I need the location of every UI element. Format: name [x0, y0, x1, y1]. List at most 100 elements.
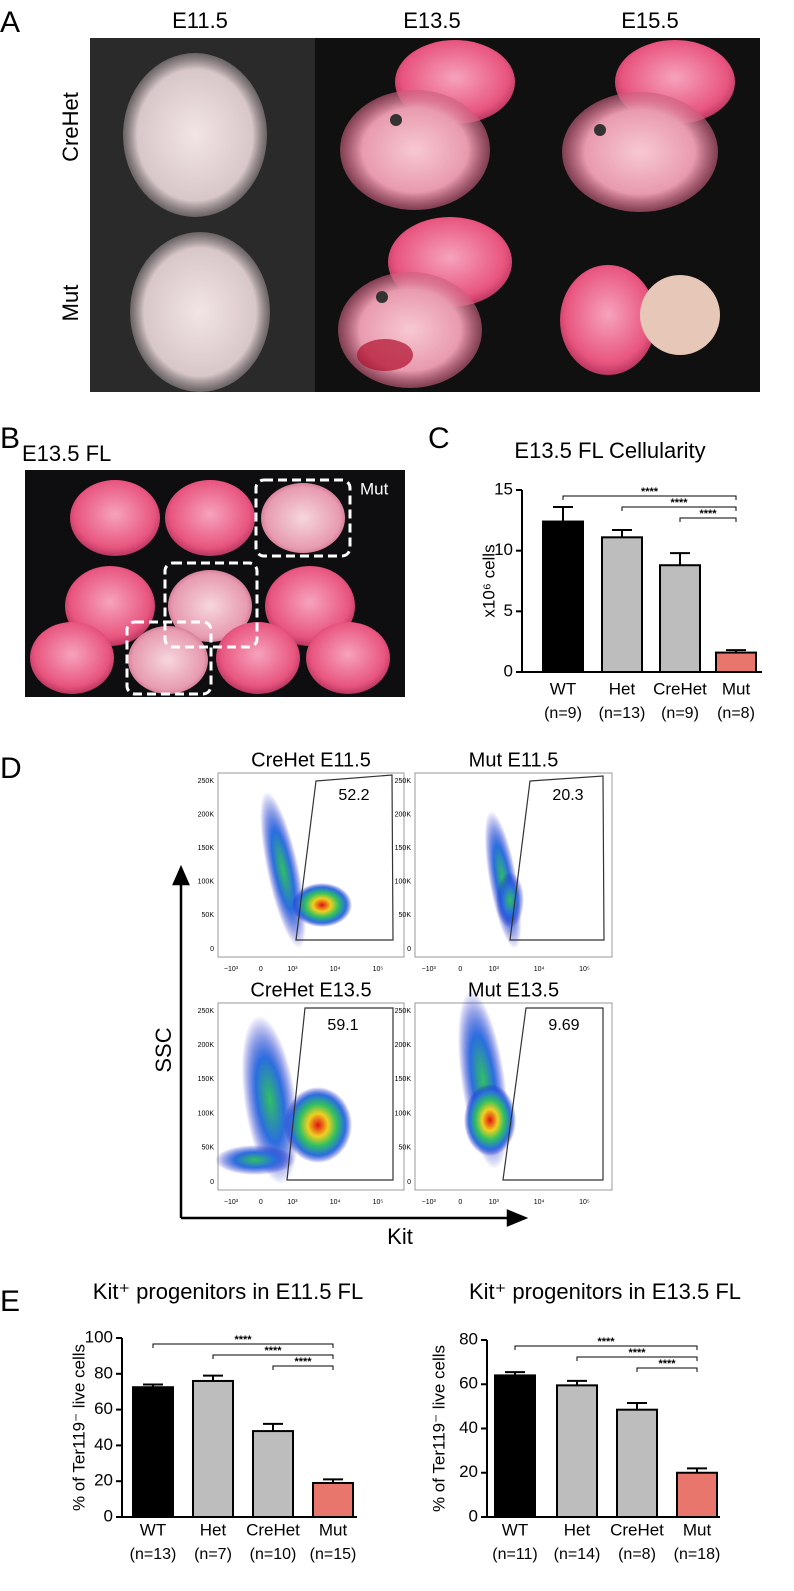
gate-value: 20.3: [552, 787, 583, 804]
y-tick-label: 80: [94, 1363, 113, 1382]
y-tick-label: 5: [504, 601, 513, 620]
y-tick-label: 15: [494, 479, 513, 498]
panel-label: A: [0, 6, 20, 39]
n-label: (n=18): [674, 1546, 721, 1563]
y-tick-label: 150K: [198, 845, 215, 852]
x-tick-label: Het: [609, 679, 636, 698]
column-label: E11.5: [172, 8, 228, 33]
y-tick-label: 0: [407, 1179, 411, 1186]
significance-label: ****: [658, 1358, 676, 1370]
x-tick-label: −10³: [422, 966, 437, 973]
y-tick-label: 80: [459, 1329, 478, 1348]
embryo-photos: [90, 38, 760, 392]
panel-label: B: [0, 422, 20, 455]
significance-label: ****: [670, 497, 688, 509]
bar: [192, 1379, 234, 1518]
y-tick-label: 150K: [395, 845, 412, 852]
x-tick-label: Mut: [722, 679, 751, 698]
n-label: (n=15): [310, 1546, 357, 1563]
bar: [252, 1430, 294, 1518]
y-tick-label: 200K: [395, 1042, 412, 1049]
y-tick-label: 200K: [198, 1042, 215, 1049]
x-tick-label: 10³: [287, 1199, 298, 1206]
y-tick-label: 250K: [395, 778, 412, 785]
n-label: (n=13): [599, 705, 646, 722]
row-label: Mut: [58, 285, 83, 322]
bar: [132, 1386, 174, 1518]
y-tick-label: 100K: [395, 1110, 412, 1117]
significance-bracket: [621, 506, 737, 511]
density-cloud: [292, 883, 352, 927]
significance-bracket: [636, 1367, 698, 1372]
gate-value: 59.1: [327, 1017, 358, 1034]
x-tick-label: WT: [140, 1520, 166, 1539]
y-tick-label: 10: [494, 540, 513, 559]
y-tick-label: 0: [504, 661, 513, 680]
plot-frame: [217, 772, 405, 958]
panel-label: C: [428, 422, 450, 455]
y-tick-label: 150K: [198, 1076, 215, 1083]
plot-title: Mut E11.5: [469, 749, 559, 771]
y-tick-label: 100: [85, 1327, 113, 1346]
x-tick-label: 10⁴: [534, 1199, 545, 1206]
bar: [616, 1408, 658, 1518]
y-tick-label: 100K: [198, 1110, 215, 1117]
density-cloud: [284, 1087, 352, 1163]
n-label: (n=10): [250, 1546, 297, 1563]
row-label: CreHet: [58, 92, 83, 162]
panel-label: D: [0, 752, 22, 785]
x-tick-label: −10³: [422, 1199, 437, 1206]
n-label: (n=13): [130, 1546, 177, 1563]
liver-photo: [25, 470, 405, 697]
x-tick-label: 0: [259, 966, 263, 973]
bar: [715, 651, 757, 674]
x-tick-label: 10³: [489, 1199, 500, 1206]
gate: [502, 1007, 604, 1181]
y-tick-label: 0: [104, 1506, 113, 1525]
x-tick-label: CreHet: [610, 1520, 664, 1539]
plot-title: CreHet E11.5: [251, 749, 371, 771]
bar: [556, 1384, 598, 1518]
gate-value: 52.2: [338, 787, 369, 804]
density-cloud: [464, 1084, 516, 1156]
gate: [295, 774, 394, 941]
n-label: (n=11): [492, 1546, 538, 1563]
chart-title: E13.5 FL Cellularity: [514, 438, 705, 463]
y-tick-label: 0: [210, 946, 214, 953]
y-tick-label: 50K: [202, 1145, 215, 1152]
chart-title: Kit⁺ progenitors in E13.5 FL: [469, 1279, 741, 1304]
bar: [312, 1481, 354, 1518]
y-axis-label: % of Ter119⁻ live cells: [429, 1345, 448, 1512]
x-tick-label: 0: [259, 1199, 263, 1206]
x-tick-label: 10⁵: [373, 1199, 384, 1206]
gate: [286, 1007, 394, 1181]
n-label: (n=14): [554, 1546, 601, 1563]
x-tick-label: CreHet: [653, 679, 707, 698]
gate: [509, 775, 605, 941]
bar: [601, 536, 643, 673]
x-tick-label: −10³: [224, 1199, 239, 1206]
x-tick-label: WT: [550, 679, 576, 698]
x-tick-label: 0: [458, 1199, 462, 1206]
x-tick-label: 10³: [489, 966, 500, 973]
x-tick-label: 10⁴: [534, 966, 545, 973]
x-tick-label: 10⁵: [579, 1199, 590, 1206]
significance-bracket: [212, 1354, 334, 1359]
n-label: (n=7): [194, 1546, 232, 1563]
y-tick-label: 50K: [399, 912, 412, 919]
y-tick-label: 60: [459, 1374, 478, 1393]
x-tick-label: 10³: [287, 966, 298, 973]
bar: [542, 520, 584, 674]
n-label: (n=9): [661, 705, 699, 722]
significance-bracket: [679, 517, 737, 522]
y-tick-label: 100K: [395, 879, 412, 886]
x-tick-label: WT: [502, 1520, 528, 1539]
x-tick-label: 10⁵: [579, 966, 590, 973]
significance-label: ****: [628, 1347, 646, 1359]
x-tick-label: CreHet: [246, 1520, 300, 1539]
significance-bracket: [272, 1365, 334, 1370]
y-tick-label: 50K: [202, 912, 215, 919]
axis-label: SSC: [151, 1027, 176, 1072]
gate-value: 9.69: [548, 1017, 579, 1034]
